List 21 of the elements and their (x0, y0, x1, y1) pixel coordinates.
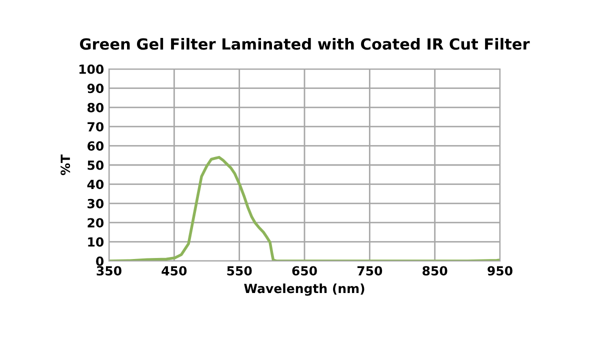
y-tick-label: 0 (96, 256, 104, 266)
y-tick-label: 70 (88, 122, 104, 132)
y-tick-label: 90 (87, 84, 104, 94)
x-tick-label: 650 (292, 266, 317, 276)
y-tick-label: 10 (88, 237, 104, 247)
x-tick-label: 450 (162, 266, 187, 276)
x-tick-label: 550 (227, 266, 252, 276)
y-tick-label: 60 (88, 141, 104, 151)
y-tick-label: 50 (88, 160, 104, 170)
x-tick-label: 950 (488, 266, 512, 276)
y-axis-title: %T (60, 154, 70, 176)
y-tick-label: 30 (88, 198, 104, 208)
x-tick-label: 350 (96, 266, 122, 276)
y-tick-label: 40 (87, 180, 104, 190)
y-tick-label: 20 (88, 218, 104, 228)
x-tick-label: 850 (422, 266, 448, 276)
chart-title: Green Gel Filter Laminated with Coated IR Cut Filter (80, 38, 530, 50)
x-tick-label: 750 (357, 266, 382, 276)
y-tick-label: 100 (79, 64, 104, 74)
y-tick-label: 80 (88, 102, 104, 112)
x-axis-title: Wavelength (nm) (244, 284, 364, 296)
